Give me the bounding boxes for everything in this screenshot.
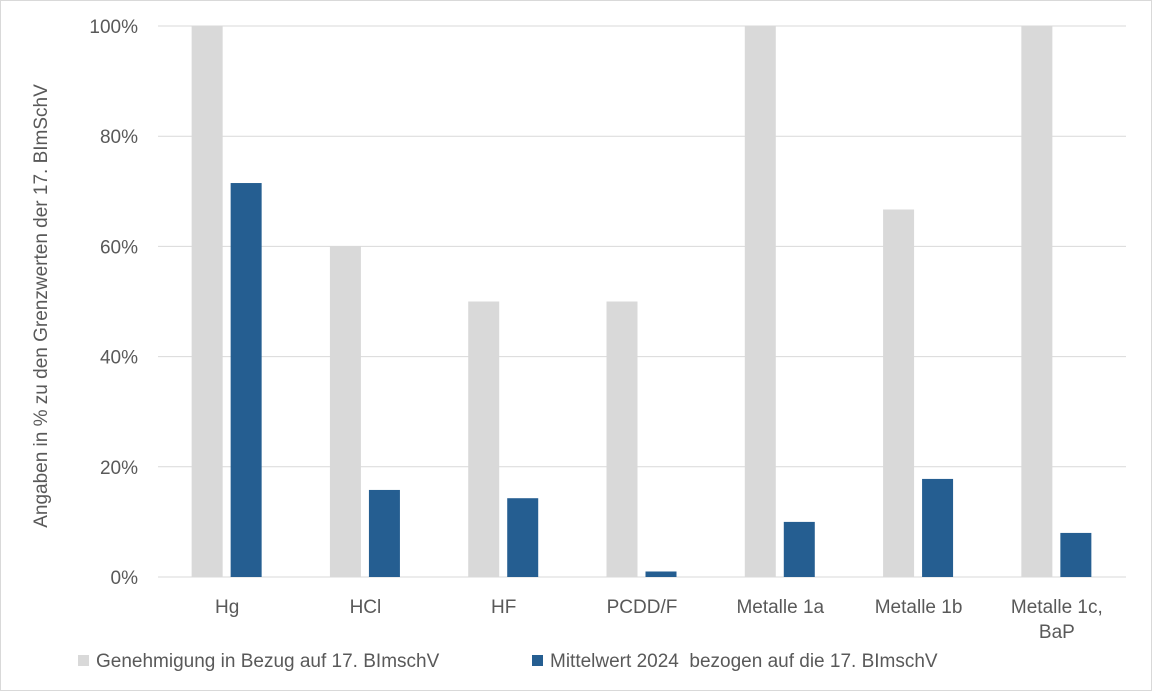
bar-genehmigung xyxy=(606,301,638,577)
x-axis-ticks: Hg HCl HF PCDD/F Metalle 1a Metalle 1b Metalle… xyxy=(215,597,1103,643)
x-tick-label: Metalle 1c, xyxy=(1011,597,1103,618)
bar-mittelwert xyxy=(922,478,954,577)
y-tick-label: 100% xyxy=(89,17,138,38)
bar-mittelwert xyxy=(507,498,539,577)
x-tick-label: BaP xyxy=(1039,622,1075,643)
x-tick-label: Hg xyxy=(215,597,239,618)
legend-swatch xyxy=(532,655,543,666)
gridlines xyxy=(158,25,1126,578)
bar-mittelwert xyxy=(230,183,262,577)
bars xyxy=(191,26,1092,577)
x-tick-label: HCl xyxy=(350,597,382,618)
y-tick-label: 60% xyxy=(100,237,138,258)
bar-genehmigung xyxy=(883,209,915,577)
bar-genehmigung xyxy=(191,26,223,577)
bar-genehmigung xyxy=(1021,26,1053,577)
legend-label: Mittelwert 2024 bezogen auf die 17. BIms… xyxy=(550,651,938,672)
bar-mittelwert xyxy=(783,521,815,577)
y-axis-ticks: 0% 20% 40% 60% 80% 100% xyxy=(89,17,138,589)
y-axis-label: Angaben in % zu den Grenzwerten der 17. … xyxy=(31,84,52,528)
bar-mittelwert xyxy=(1060,532,1092,577)
y-tick-label: 40% xyxy=(100,348,138,369)
x-tick-label: HF xyxy=(491,597,516,618)
x-tick-label: Metalle 1a xyxy=(736,597,824,618)
x-tick-label: PCDD/F xyxy=(607,597,678,618)
legend-label: Genehmigung in Bezug auf 17. BImschV xyxy=(96,651,440,672)
bar-mittelwert xyxy=(645,571,677,577)
legend-swatch xyxy=(78,655,89,666)
y-tick-label: 20% xyxy=(100,458,138,479)
y-tick-label: 80% xyxy=(100,127,138,148)
y-tick-label: 0% xyxy=(111,568,139,589)
x-tick-label: Metalle 1b xyxy=(875,597,963,618)
bar-mittelwert xyxy=(368,489,400,577)
bar-genehmigung xyxy=(468,301,500,577)
bar-genehmigung xyxy=(744,26,776,577)
bar-genehmigung xyxy=(329,246,361,577)
legend: Genehmigung in Bezug auf 17. BImschV Mitt… xyxy=(78,651,938,672)
